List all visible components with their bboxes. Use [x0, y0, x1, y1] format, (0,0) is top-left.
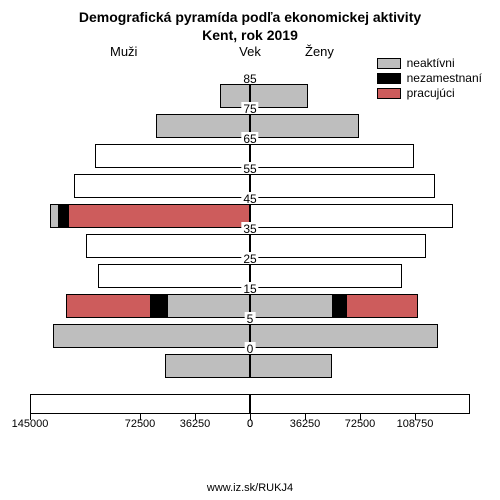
- title-line-1: Demografická pyramída podľa ekonomickej …: [0, 8, 500, 26]
- bar-segment-white: [250, 144, 414, 168]
- title-line-2: Kent, rok 2019: [0, 26, 500, 44]
- bar-segment-unemployed: [59, 204, 68, 228]
- bar-segment-inactive: [250, 324, 438, 348]
- legend-swatch-inactive: [377, 58, 401, 69]
- bar-right: [250, 144, 414, 168]
- bar-segment-working: [346, 294, 419, 318]
- bar-segment-inactive: [53, 324, 250, 348]
- bar-segment-white: [250, 234, 426, 258]
- label-age: Vek: [239, 44, 261, 59]
- bar-segment-white: [250, 204, 453, 228]
- bar-segment-inactive: [165, 354, 250, 378]
- bar-segment-inactive: [167, 294, 250, 318]
- x-axis-box-left: [30, 394, 250, 414]
- bar-left: [156, 114, 250, 138]
- bar-left: [50, 204, 250, 228]
- pyramid-row-0: 0: [30, 354, 470, 378]
- x-tick-label: 36250: [180, 418, 211, 430]
- x-tick-label: 36250: [290, 418, 321, 430]
- bar-left: [66, 294, 250, 318]
- bar-segment-white: [98, 264, 250, 288]
- bar-left: [74, 174, 250, 198]
- source-text: www.iz.sk/RUKJ4: [0, 482, 500, 494]
- x-tick-label: 72500: [345, 418, 376, 430]
- bar-left: [98, 264, 250, 288]
- bar-segment-inactive: [250, 114, 359, 138]
- bar-segment-white: [74, 174, 250, 198]
- x-tick-label: 72500: [125, 418, 156, 430]
- bar-segment-unemployed: [333, 294, 345, 318]
- legend-label-inactive: neaktívni: [407, 56, 455, 70]
- pyramid-chart: 857565554535251550: [30, 78, 470, 423]
- x-tick-label: 108750: [397, 418, 434, 430]
- bar-segment-white: [250, 174, 435, 198]
- bar-left: [86, 234, 250, 258]
- bar-segment-inactive: [250, 294, 333, 318]
- x-tick-label: 0: [247, 418, 253, 430]
- x-tick-label: 145000: [12, 418, 49, 430]
- bar-left: [95, 144, 250, 168]
- bar-segment-unemployed: [151, 294, 166, 318]
- bar-segment-inactive: [250, 354, 332, 378]
- bar-right: [250, 204, 453, 228]
- label-women: Ženy: [305, 44, 334, 59]
- bar-right: [250, 174, 435, 198]
- legend-item-inactive: neaktívni: [377, 56, 482, 70]
- chart-container: Demografická pyramída podľa ekonomickej …: [0, 0, 500, 500]
- bar-left: [165, 354, 250, 378]
- chart-title: Demografická pyramída podľa ekonomickej …: [0, 0, 500, 44]
- bar-segment-inactive: [50, 204, 59, 228]
- bar-right: [250, 324, 438, 348]
- bar-right: [250, 264, 402, 288]
- bar-right: [250, 354, 332, 378]
- bar-segment-working: [68, 204, 250, 228]
- bar-right: [250, 234, 426, 258]
- bar-segment-white: [86, 234, 250, 258]
- bar-right: [250, 114, 359, 138]
- label-men: Muži: [110, 44, 137, 59]
- bar-left: [53, 324, 250, 348]
- bar-segment-white: [95, 144, 250, 168]
- bar-right: [250, 294, 418, 318]
- bar-segment-white: [250, 264, 402, 288]
- bar-segment-inactive: [156, 114, 250, 138]
- x-axis-box-right: [250, 394, 470, 414]
- bar-segment-working: [66, 294, 151, 318]
